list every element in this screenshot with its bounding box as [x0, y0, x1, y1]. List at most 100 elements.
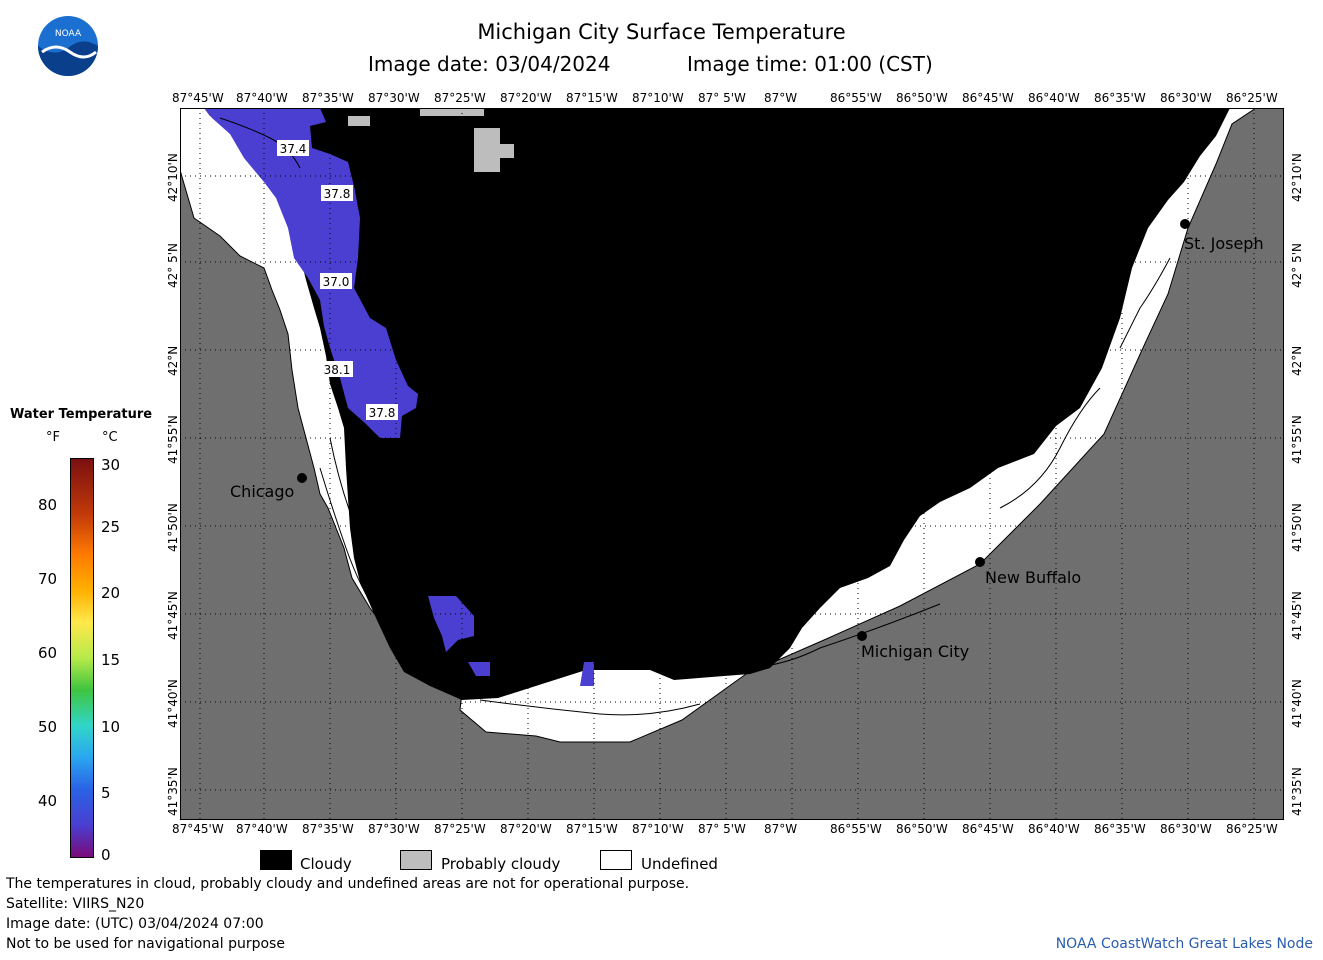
temperature-label: 37.4 [277, 140, 309, 156]
city-markers: Chicago St. Joseph New Buffalo Michigan Cit… [230, 219, 1264, 661]
lon-label: 87°W [764, 822, 798, 836]
svg-text:37.8: 37.8 [324, 187, 351, 201]
legend-swatch-undefined [600, 850, 632, 870]
page-title: Michigan City Surface Temperature [477, 20, 846, 44]
lon-label: 87°30'W [368, 91, 420, 105]
lat-label: 41°45'N [166, 591, 180, 640]
image-time: Image time: 01:00 (CST) [687, 52, 933, 76]
temperature-label: 37.8 [366, 404, 398, 420]
lon-label: 86°25'W [1226, 91, 1278, 105]
footer-credit: NOAA CoastWatch Great Lakes Node [1055, 936, 1313, 952]
legend-swatch-probably-cloudy [400, 850, 432, 870]
lon-label: 87°15'W [566, 91, 618, 105]
lon-label: 86°50'W [896, 822, 948, 836]
lon-label: 87°40'W [236, 91, 288, 105]
temperature-label: 38.1 [321, 361, 353, 377]
probably-cloudy-area [474, 128, 500, 172]
lon-label: 86°45'W [962, 91, 1014, 105]
lon-label: 87° 5'W [698, 91, 746, 105]
lon-label: 87° 5'W [698, 822, 746, 836]
lat-label: 41°35'N [1290, 767, 1304, 816]
lon-label: 87°25'W [434, 91, 486, 105]
lon-label: 87°10'W [632, 91, 684, 105]
colorbar-tick-f: 70 [38, 570, 58, 588]
lat-label: 41°45'N [1290, 591, 1304, 640]
noaa-logo: NOAA [38, 16, 98, 76]
colorbar-tick-f: 80 [38, 496, 58, 514]
svg-text:37.0: 37.0 [323, 275, 350, 289]
colorbar-tick-c: 25 [101, 518, 121, 536]
lon-label: 87°25'W [434, 822, 486, 836]
lon-label: 86°30'W [1160, 91, 1212, 105]
probably-cloudy-area [348, 116, 370, 126]
footer-utc-date: Image date: (UTC) 03/04/2024 07:00 [6, 916, 264, 932]
colorbar-unit-f: °F [46, 430, 60, 445]
colorbar-title: Water Temperature [10, 407, 153, 422]
water-temp-area [580, 662, 594, 686]
svg-text:37.8: 37.8 [369, 406, 396, 420]
lat-label: 42°10'N [1290, 153, 1304, 202]
city-marker: Chicago [230, 473, 307, 501]
svg-text:St. Joseph: St. Joseph [1184, 234, 1264, 253]
lon-label: 86°55'W [830, 822, 882, 836]
lon-label: 86°25'W [1226, 822, 1278, 836]
water-temp-area [468, 662, 490, 676]
lat-label: 41°55'N [166, 415, 180, 464]
lon-label: 87°35'W [302, 91, 354, 105]
lat-label: 41°50'N [166, 503, 180, 552]
temperature-label: 37.8 [321, 185, 353, 201]
lon-label: 87°15'W [566, 822, 618, 836]
colorbar-tick-c: 20 [101, 584, 121, 602]
probably-cloudy-area [420, 108, 484, 116]
lon-label: 87°45'W [172, 822, 224, 836]
svg-text:37.4: 37.4 [280, 142, 307, 156]
lon-label: 86°45'W [962, 822, 1014, 836]
lat-label: 42° 5'N [1290, 243, 1304, 288]
lon-label: 86°35'W [1094, 91, 1146, 105]
colorbar-tick-f: 50 [38, 718, 58, 736]
temperature-labels: 37.4 37.8 37.0 38.1 37.8 [277, 140, 398, 420]
map-panel: 37.4 37.8 37.0 38.1 37.8 Chicago St. Joseph Ne… [180, 108, 1284, 820]
water-temp-area [204, 108, 418, 438]
lon-label: 87°40'W [236, 822, 288, 836]
colorbar-unit-c: °C [102, 430, 118, 445]
colorbar-tick-f: 40 [38, 792, 58, 810]
lon-label: 87°10'W [632, 822, 684, 836]
lon-label: 86°50'W [896, 91, 948, 105]
lat-label: 42° 5'N [166, 243, 180, 288]
svg-text:38.1: 38.1 [324, 363, 351, 377]
legend-undefined: Undefined [641, 855, 718, 873]
lat-label: 41°35'N [166, 767, 180, 816]
image-date: Image date: 03/04/2024 [368, 52, 611, 76]
lat-label: 41°40'N [166, 679, 180, 728]
lon-label: 87°20'W [500, 822, 552, 836]
lat-label: 42°N [1290, 345, 1304, 376]
cloudy-area [204, 108, 1230, 700]
lon-label: 86°55'W [830, 91, 882, 105]
lon-label: 86°35'W [1094, 822, 1146, 836]
lat-label: 42°10'N [166, 153, 180, 202]
lat-label: 41°50'N [1290, 503, 1304, 552]
lon-label: 86°40'W [1028, 91, 1080, 105]
probably-cloudy-area [498, 144, 514, 158]
lon-label: 87°30'W [368, 822, 420, 836]
legend-probably-cloudy: Probably cloudy [441, 855, 561, 873]
lon-label: 86°40'W [1028, 822, 1080, 836]
colorbar-tick-c: 30 [101, 456, 121, 474]
svg-text:New Buffalo: New Buffalo [985, 568, 1081, 587]
lat-label: 41°55'N [1290, 415, 1304, 464]
lon-label: 87°45'W [172, 91, 224, 105]
lat-label: 42°N [166, 345, 180, 376]
footer-navigation-warning: Not to be used for navigational purpose [6, 936, 285, 952]
lon-label: 87°W [764, 91, 798, 105]
lon-label: 86°30'W [1160, 822, 1212, 836]
contour-lines [219, 117, 1171, 716]
footer-satellite: Satellite: VIIRS_N20 [6, 896, 145, 912]
lon-label: 87°35'W [302, 822, 354, 836]
footer-disclaimer: The temperatures in cloud, probably clou… [6, 876, 690, 892]
lat-label: 41°40'N [1290, 679, 1304, 728]
legend-swatch-cloudy [260, 850, 292, 870]
colorbar-tick-f: 60 [38, 644, 58, 662]
colorbar-tick-c: 10 [101, 718, 121, 736]
colorbar-tick-c: 15 [101, 651, 121, 669]
